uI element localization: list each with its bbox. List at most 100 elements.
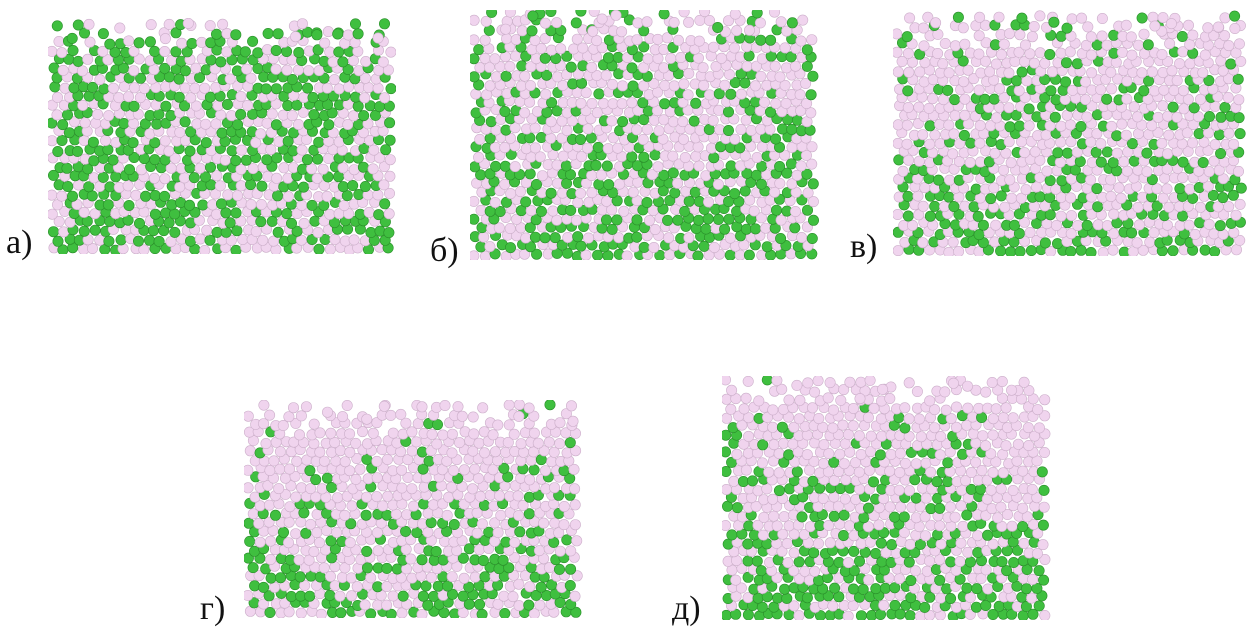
pink-particle [324, 243, 336, 254]
pink-particle [678, 133, 690, 145]
green-particle [902, 190, 914, 202]
pink-particle [947, 148, 959, 160]
green-particle [875, 609, 886, 620]
pink-particle [560, 408, 572, 420]
pink-particle [806, 158, 818, 170]
green-particle [1038, 484, 1050, 496]
green-particle [311, 29, 323, 41]
green-particle [383, 227, 395, 239]
pink-particle [1039, 410, 1051, 422]
pink-particle [174, 126, 186, 138]
pink-particle [1141, 166, 1153, 178]
pink-particle [321, 190, 333, 202]
green-particle [1020, 601, 1032, 613]
green-particle [484, 168, 496, 180]
green-particle [159, 190, 171, 202]
green-particle [535, 581, 547, 593]
pink-particle [973, 84, 985, 96]
green-particle [400, 525, 412, 537]
pink-particle [265, 144, 277, 156]
pink-particle [473, 437, 485, 449]
pink-particle [833, 466, 845, 478]
pink-particle [984, 66, 996, 78]
pink-particle [264, 409, 276, 421]
green-particle [342, 63, 354, 75]
pink-particle [788, 547, 800, 559]
pink-particle [1003, 67, 1015, 79]
green-particle [722, 429, 732, 441]
green-particle [1219, 101, 1231, 113]
pink-particle [780, 62, 792, 74]
pink-particle [813, 412, 825, 424]
pink-particle [215, 109, 227, 121]
pink-particle [758, 511, 770, 523]
pink-particle [379, 92, 391, 104]
pink-particle [974, 120, 986, 132]
pink-particle [561, 107, 573, 119]
pink-particle [712, 178, 724, 190]
pink-particle [607, 132, 619, 144]
pink-particle [1067, 84, 1079, 96]
pink-particle [1039, 394, 1051, 406]
green-particle [838, 509, 850, 521]
pink-particle [949, 511, 961, 523]
pink-particle [924, 138, 936, 150]
green-particle [1213, 129, 1225, 141]
pink-particle [448, 465, 460, 477]
green-particle [1044, 175, 1056, 187]
pink-particle [1003, 102, 1015, 114]
green-particle [185, 126, 197, 138]
pink-particle [925, 466, 937, 478]
pink-particle [617, 80, 629, 92]
pink-particle [1157, 66, 1169, 78]
green-particle [430, 546, 442, 558]
pink-particle [51, 109, 63, 121]
pink-particle [287, 402, 299, 414]
green-particle [972, 210, 984, 222]
green-particle [1151, 200, 1163, 212]
green-particle [1214, 220, 1226, 232]
pink-particle [570, 445, 582, 457]
pink-particle [290, 31, 302, 43]
pink-particle [780, 97, 792, 109]
green-particle [734, 142, 746, 154]
green-particle [246, 89, 258, 101]
green-particle [977, 219, 989, 231]
pink-particle [314, 537, 326, 549]
pink-particle [740, 114, 752, 126]
pink-particle [484, 241, 496, 253]
green-particle [204, 234, 216, 246]
green-particle [500, 70, 512, 82]
green-particle [785, 51, 797, 63]
pink-particle [754, 17, 766, 29]
pink-particle [159, 135, 171, 147]
green-particle [118, 118, 130, 130]
pink-particle [809, 565, 821, 577]
green-particle [378, 18, 390, 30]
pink-particle [700, 170, 712, 182]
pink-particle [253, 518, 265, 530]
green-particle [592, 249, 604, 260]
pink-particle [263, 516, 275, 528]
pink-particle [396, 482, 408, 494]
pink-particle [406, 572, 418, 584]
pink-particle [794, 89, 806, 101]
pink-particle [1033, 422, 1045, 434]
pink-particle [722, 484, 732, 495]
pink-particle [992, 384, 1004, 396]
green-particle [275, 572, 287, 584]
pink-particle [221, 46, 233, 58]
green-particle [934, 502, 946, 514]
pink-particle [79, 117, 91, 129]
green-particle [807, 70, 819, 82]
pink-particle [554, 545, 566, 557]
pink-particle [1004, 28, 1016, 40]
pink-particle [1177, 172, 1189, 184]
green-particle [929, 200, 941, 212]
green-particle [1235, 182, 1247, 194]
pink-particle [807, 196, 819, 208]
green-particle [78, 27, 90, 39]
pink-particle [1065, 228, 1077, 240]
pink-particle [555, 43, 567, 55]
pink-particle [694, 124, 706, 136]
